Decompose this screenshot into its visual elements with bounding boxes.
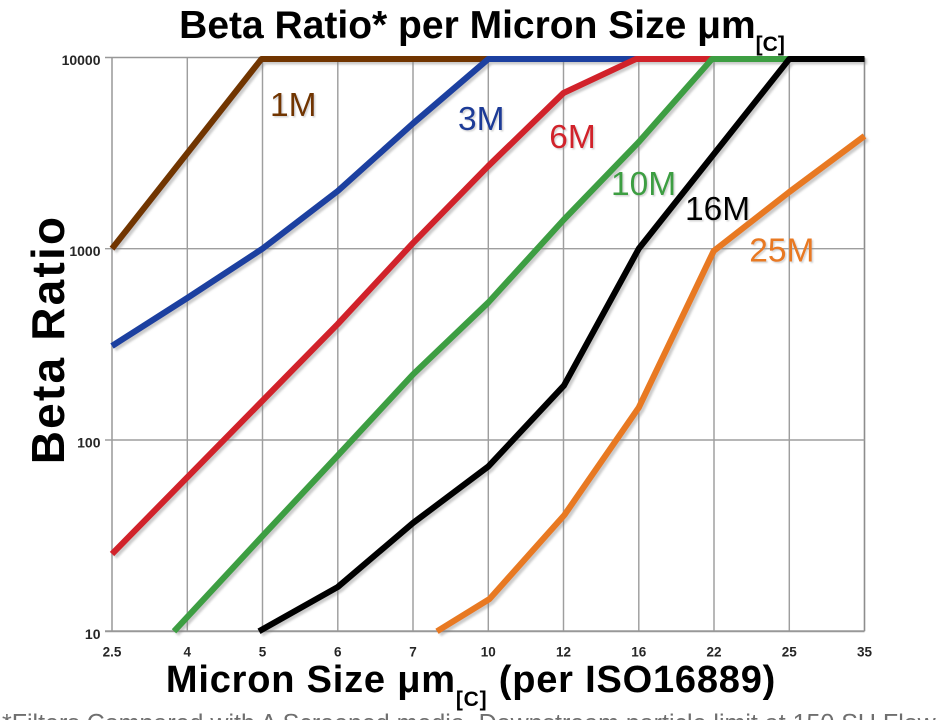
svg-text:3M: 3M <box>458 101 505 138</box>
svg-text:6: 6 <box>334 644 342 659</box>
svg-text:10: 10 <box>481 644 496 659</box>
svg-text:35: 35 <box>857 644 873 659</box>
svg-text:10: 10 <box>85 626 101 642</box>
svg-text:22: 22 <box>706 644 721 659</box>
svg-text:12: 12 <box>556 644 571 659</box>
svg-text:16M: 16M <box>685 191 750 228</box>
svg-text:100: 100 <box>77 435 101 451</box>
svg-text:1000: 1000 <box>69 243 100 259</box>
svg-text:7: 7 <box>409 644 417 659</box>
svg-text:10M: 10M <box>611 166 676 203</box>
svg-text:25: 25 <box>782 644 798 659</box>
svg-text:4: 4 <box>184 644 192 659</box>
svg-text:1M: 1M <box>270 87 317 124</box>
svg-text:2.5: 2.5 <box>103 644 122 659</box>
svg-text:25M: 25M <box>749 233 814 270</box>
svg-text:10000: 10000 <box>62 52 101 68</box>
svg-text:5: 5 <box>259 644 267 659</box>
svg-text:Beta Ratio: Beta Ratio <box>22 215 74 464</box>
svg-text:*Filters Compared with A Scree: *Filters Compared with A Screened media.… <box>2 710 937 721</box>
svg-text:6M: 6M <box>549 119 596 156</box>
svg-text:16: 16 <box>631 644 647 659</box>
